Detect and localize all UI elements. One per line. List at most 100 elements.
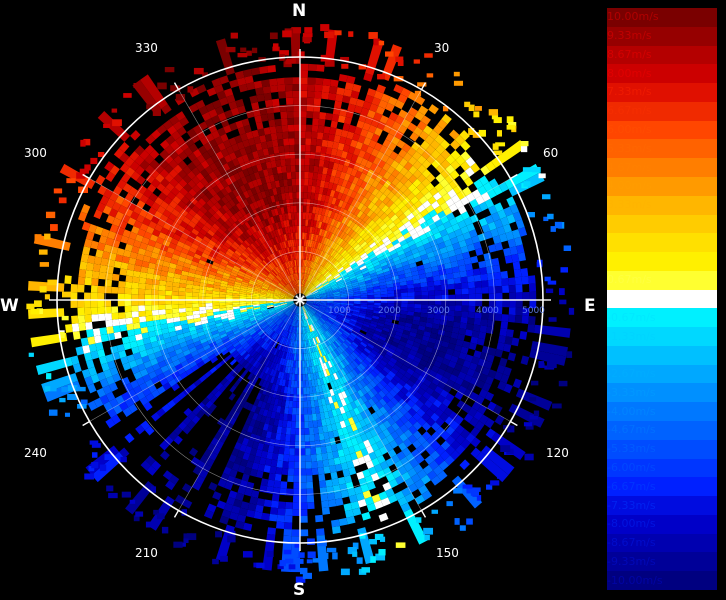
velocity-cell (289, 325, 293, 333)
velocity-cell (267, 288, 275, 292)
velocity-cell (167, 271, 175, 278)
velocity-cell (281, 271, 286, 278)
velocity-cell (300, 380, 304, 388)
velocity-cell (302, 333, 305, 341)
velocity-cell (220, 234, 228, 242)
velocity-cell (514, 236, 523, 247)
velocity-cell (400, 310, 408, 316)
velocity-cell (205, 290, 213, 294)
velocity-cell (224, 185, 233, 194)
velocity-cell (329, 465, 337, 473)
velocity-cell (509, 300, 516, 308)
velocity-cell (274, 473, 282, 482)
velocity-cell (98, 355, 108, 365)
velocity-cell (300, 279, 303, 287)
velocity-cell (335, 421, 342, 430)
velocity-cell (305, 260, 309, 267)
velocity-cell (415, 454, 425, 464)
velocity-cell (356, 227, 364, 235)
velocity-cell (322, 377, 328, 385)
velocity-cell (174, 363, 184, 371)
velocity-cell (362, 490, 372, 500)
velocity-cell (349, 260, 356, 267)
velocity-cell (352, 133, 361, 142)
velocity-cell (386, 283, 394, 288)
velocity-cell (390, 367, 399, 375)
velocity-cell (417, 469, 427, 480)
velocity-cell (261, 512, 270, 521)
velocity-cell (289, 353, 293, 361)
velocity-cell (366, 287, 374, 291)
velocity-cell (360, 241, 368, 248)
velocity-cell (335, 276, 342, 281)
velocity-cell (312, 255, 317, 262)
velocity-cell (444, 174, 455, 184)
velocity-cell (365, 145, 374, 155)
velocity-cell (192, 481, 202, 491)
velocity-cell (239, 339, 247, 346)
velocity-cell (253, 455, 261, 464)
velocity-cell (401, 260, 410, 267)
velocity-cell (320, 302, 327, 304)
velocity-cell (306, 298, 314, 300)
velocity-cell (214, 275, 223, 281)
velocity-cell (376, 454, 386, 464)
velocity-cell (182, 243, 191, 251)
velocity-cell (260, 322, 268, 328)
velocity-cell (236, 236, 244, 244)
velocity-cell (279, 301, 287, 304)
velocity-cell (275, 308, 283, 313)
velocity-cell (196, 209, 205, 218)
velocity-cell (260, 401, 267, 410)
velocity-cell (262, 269, 269, 276)
velocity-cell (219, 247, 228, 254)
velocity-cell (454, 134, 466, 146)
velocity-cell (135, 234, 144, 243)
velocity-cell (228, 490, 238, 500)
velocity-cell (234, 520, 245, 530)
velocity-cell (433, 231, 442, 240)
velocity-cell (454, 376, 464, 386)
velocity-cell (283, 323, 288, 330)
velocity-cell (332, 365, 339, 373)
velocity-cell (168, 200, 178, 209)
velocity-cell (280, 314, 286, 320)
velocity-cell (500, 216, 510, 227)
velocity-cell (292, 333, 296, 341)
velocity-cell (427, 313, 435, 319)
velocity-cell (179, 311, 187, 317)
velocity-cell (319, 326, 325, 333)
velocity-cell (334, 198, 341, 207)
velocity-cell (430, 412, 440, 422)
velocity-cell (208, 353, 217, 361)
velocity-cell (338, 309, 346, 314)
velocity-cell (295, 340, 298, 348)
velocity-cell (180, 319, 188, 326)
velocity-cell (204, 246, 213, 253)
velocity-cell (261, 270, 269, 277)
velocity-cell (262, 444, 270, 452)
velocity-cell (171, 300, 179, 305)
velocity-cell (350, 316, 358, 321)
velocity-cell (142, 217, 152, 227)
velocity-cell (320, 301, 327, 303)
velocity-cell (360, 360, 368, 368)
velocity-cell (212, 185, 221, 194)
velocity-cell (411, 220, 421, 229)
velocity-cell (356, 120, 365, 129)
velocity-cell (107, 360, 117, 370)
velocity-cell (291, 289, 297, 295)
velocity-cell (340, 150, 348, 159)
velocity-cell (407, 258, 416, 265)
velocity-cell (303, 312, 306, 320)
velocity-cell (212, 305, 220, 310)
velocity-cell (434, 134, 445, 145)
velocity-cell (145, 455, 156, 466)
velocity-cell (300, 414, 305, 422)
velocity-cell (392, 228, 401, 236)
velocity-cell (264, 373, 270, 382)
velocity-cell (358, 363, 366, 371)
velocity-cell (333, 301, 341, 303)
velocity-cell (279, 329, 285, 336)
velocity-cell (432, 270, 440, 277)
